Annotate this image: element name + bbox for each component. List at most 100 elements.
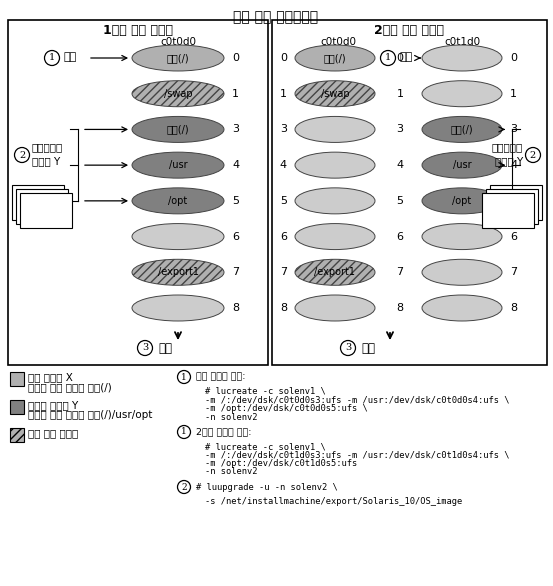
Circle shape — [178, 481, 190, 493]
Ellipse shape — [422, 224, 502, 250]
Text: 릴리스 Y: 릴리스 Y — [495, 156, 523, 166]
Text: 2: 2 — [181, 482, 187, 492]
Ellipse shape — [295, 152, 375, 178]
Text: 3: 3 — [280, 124, 287, 134]
Ellipse shape — [295, 188, 375, 214]
Ellipse shape — [132, 259, 224, 285]
Text: /export1: /export1 — [158, 267, 199, 277]
Ellipse shape — [422, 45, 502, 71]
Text: 6: 6 — [510, 231, 517, 241]
Circle shape — [178, 370, 190, 383]
Ellipse shape — [295, 224, 375, 250]
Text: /export1: /export1 — [315, 267, 356, 277]
Text: c0t0d0: c0t0d0 — [160, 37, 196, 47]
Bar — [490, 185, 542, 220]
Text: 3: 3 — [510, 124, 517, 134]
Text: 활성: 활성 — [158, 342, 172, 355]
Text: 1개의 하드 디스크: 1개의 하드 디스크 — [103, 24, 173, 37]
Bar — [8, 20, 268, 365]
Text: 7: 7 — [232, 267, 239, 277]
Text: -s /net/installmachine/export/Solaris_10/OS_image: -s /net/installmachine/export/Solaris_10… — [205, 497, 462, 506]
Bar — [10, 372, 24, 386]
Ellipse shape — [132, 188, 224, 214]
Text: 루트(/): 루트(/) — [166, 124, 189, 134]
Text: 업그레이드: 업그레이드 — [492, 142, 523, 152]
Ellipse shape — [422, 295, 502, 321]
Text: 부트 환경 업그레이드: 부트 환경 업그레이드 — [233, 10, 319, 24]
Text: # lucreate -c solenv1 \: # lucreate -c solenv1 \ — [205, 442, 326, 451]
Ellipse shape — [132, 152, 224, 178]
Text: 4: 4 — [280, 160, 287, 170]
Text: 7: 7 — [280, 267, 287, 277]
Text: 0: 0 — [232, 53, 239, 63]
Text: 4: 4 — [397, 160, 404, 170]
Text: 8: 8 — [232, 303, 239, 313]
Ellipse shape — [295, 45, 375, 71]
Bar — [12, 185, 64, 220]
Text: /usr: /usr — [453, 160, 471, 170]
Bar — [272, 20, 547, 365]
Text: 루트(/): 루트(/) — [324, 53, 346, 63]
Text: 복사: 복사 — [64, 52, 77, 62]
Bar — [482, 193, 534, 228]
Text: -n solenv2: -n solenv2 — [205, 413, 258, 421]
Text: 복사: 복사 — [400, 52, 413, 62]
Text: 1: 1 — [280, 88, 287, 98]
Text: 6: 6 — [232, 231, 239, 241]
Text: 1: 1 — [49, 53, 55, 63]
Ellipse shape — [422, 152, 502, 178]
Text: 3: 3 — [232, 124, 239, 134]
Ellipse shape — [295, 117, 375, 142]
Text: 루트(/): 루트(/) — [451, 124, 473, 134]
Text: c0t0d0: c0t0d0 — [320, 37, 356, 47]
Circle shape — [14, 148, 29, 162]
Circle shape — [380, 50, 395, 66]
Ellipse shape — [132, 45, 224, 71]
Ellipse shape — [422, 259, 502, 285]
Ellipse shape — [422, 81, 502, 107]
Ellipse shape — [132, 117, 224, 142]
Text: /usr: /usr — [169, 160, 187, 170]
Circle shape — [178, 425, 190, 438]
Text: 4: 4 — [510, 160, 517, 170]
Text: 6: 6 — [280, 231, 287, 241]
Text: 0: 0 — [510, 53, 517, 63]
Text: 8: 8 — [280, 303, 287, 313]
Text: 단일 디스크 명령:: 단일 디스크 명령: — [196, 373, 246, 381]
Text: /opt: /opt — [168, 196, 187, 206]
Text: 2개의 하드 디스크: 2개의 하드 디스크 — [374, 24, 444, 37]
Text: 1: 1 — [181, 428, 187, 437]
Ellipse shape — [132, 81, 224, 107]
Text: /swap: /swap — [164, 88, 192, 98]
Text: 5: 5 — [280, 196, 287, 206]
Circle shape — [525, 148, 540, 162]
Text: 2개의 디스크 명령:: 2개의 디스크 명령: — [196, 428, 252, 437]
Text: 7: 7 — [397, 267, 404, 277]
Text: 5: 5 — [232, 196, 239, 206]
Bar — [10, 428, 24, 442]
Circle shape — [138, 340, 153, 356]
Text: 1: 1 — [181, 373, 187, 381]
Text: 2: 2 — [530, 151, 536, 159]
Ellipse shape — [132, 295, 224, 321]
Bar — [10, 400, 24, 414]
Text: /opt: /opt — [452, 196, 472, 206]
Text: /swap: /swap — [321, 88, 349, 98]
Bar — [20, 193, 72, 228]
Bar — [16, 189, 68, 224]
Text: 1: 1 — [397, 88, 404, 98]
Text: 4: 4 — [232, 160, 239, 170]
Text: 5: 5 — [397, 196, 404, 206]
Text: 3: 3 — [397, 124, 404, 134]
Text: -m /:/dev/dsk/c0t1d0s3:ufs -m /usr:/dev/dsk/c0t1d0s4:ufs \: -m /:/dev/dsk/c0t1d0s3:ufs -m /usr:/dev/… — [205, 451, 509, 459]
Text: 1: 1 — [232, 88, 239, 98]
Text: 8: 8 — [510, 303, 517, 313]
Text: 업그레이드: 업그레이드 — [32, 142, 63, 152]
Text: c0t1d0: c0t1d0 — [444, 37, 480, 47]
Ellipse shape — [295, 295, 375, 321]
Text: 1: 1 — [385, 53, 391, 63]
Text: 6: 6 — [397, 231, 404, 241]
Ellipse shape — [295, 259, 375, 285]
Text: 7: 7 — [510, 267, 517, 277]
Text: 비활성 릴리스 Y: 비활성 릴리스 Y — [28, 400, 79, 410]
